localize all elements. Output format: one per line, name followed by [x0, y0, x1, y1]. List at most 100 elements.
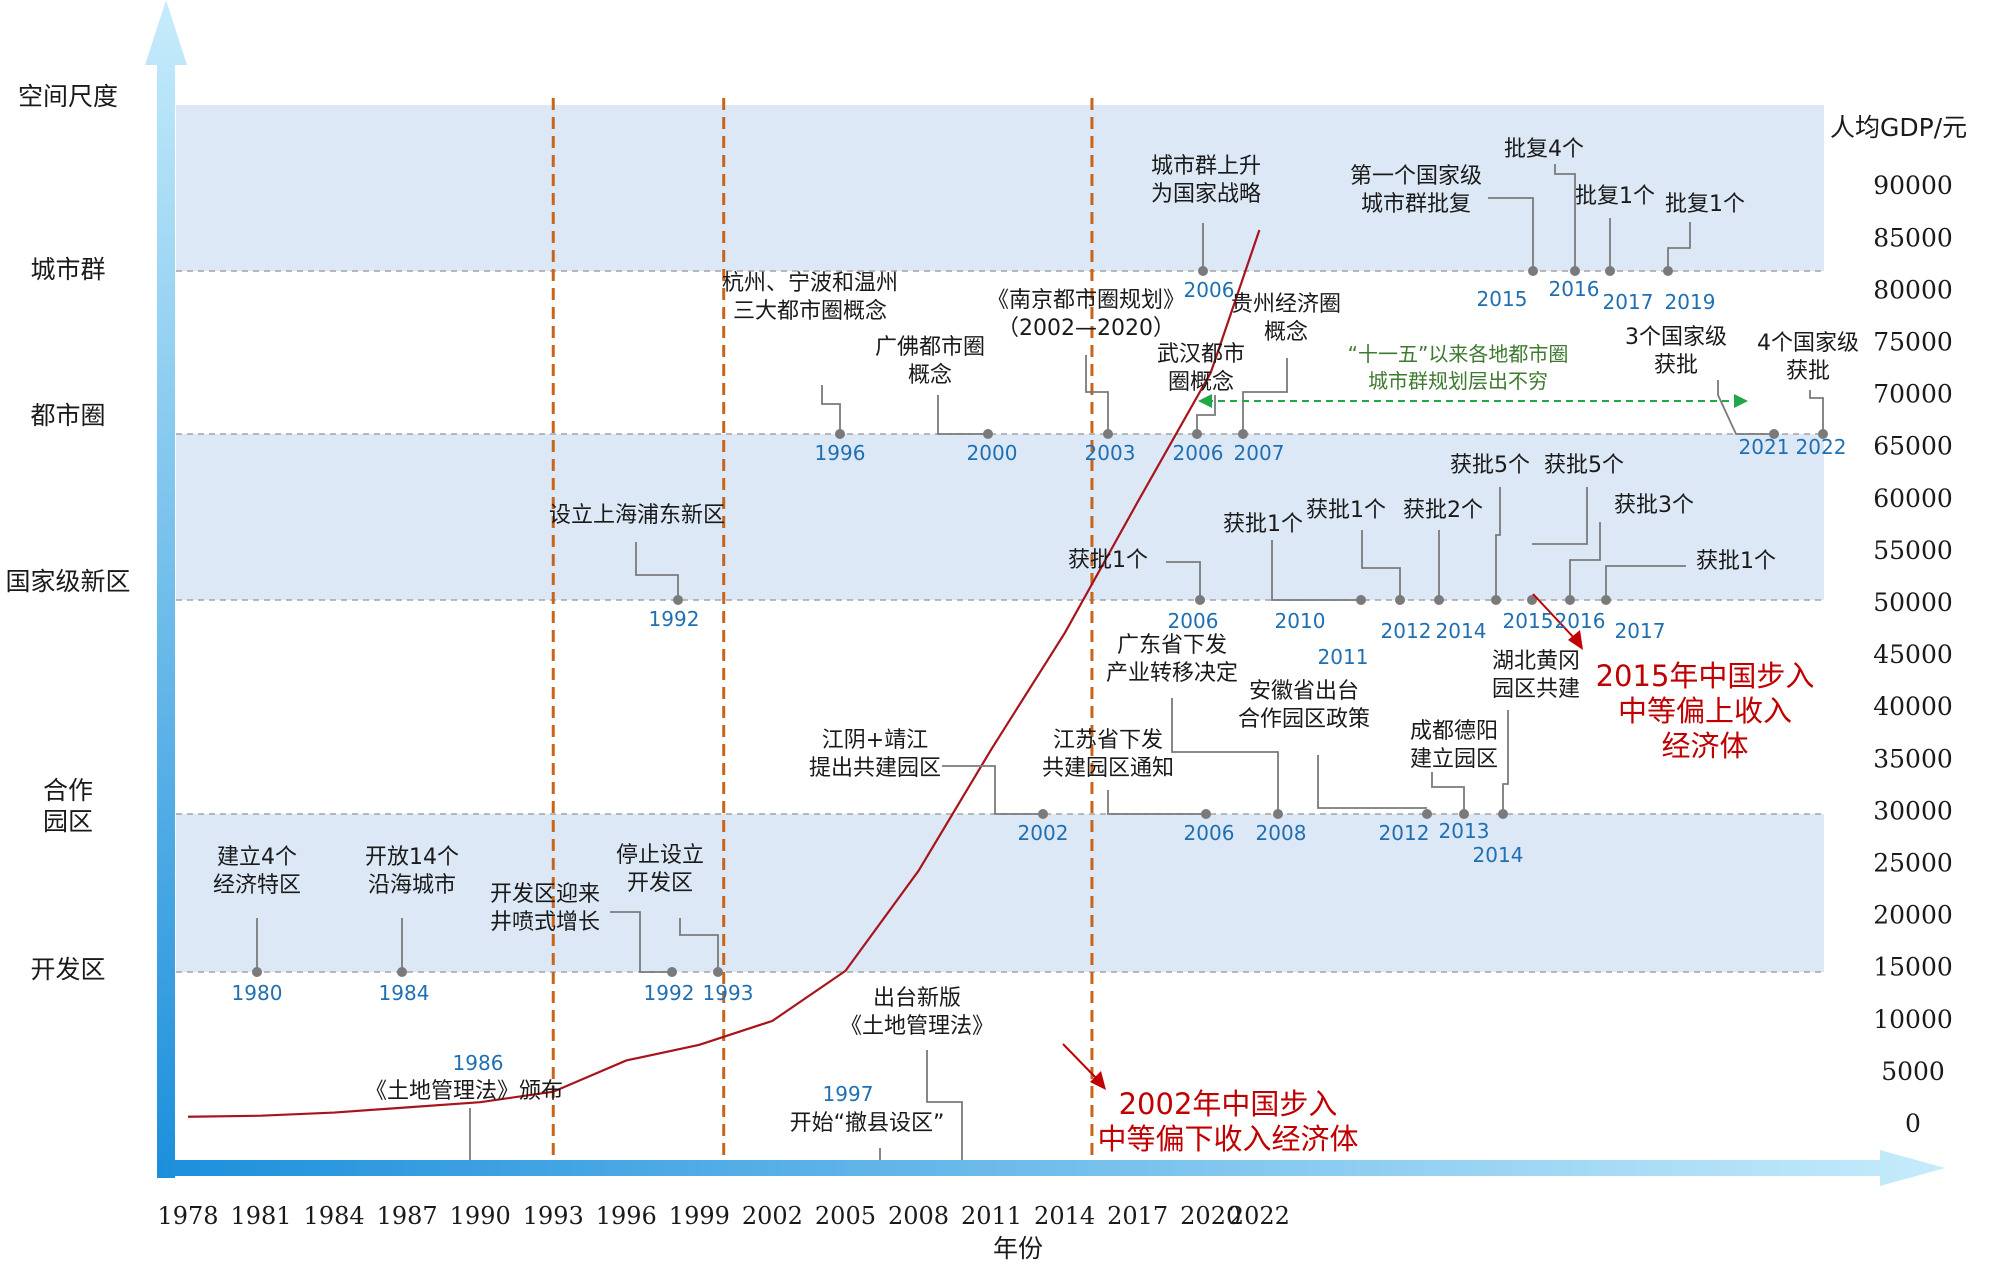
event-label-2-1: 井喷式增长 [490, 910, 600, 935]
event-connector-2 [610, 911, 672, 973]
gdp-series [187, 229, 1261, 1118]
event-marker-12 [1356, 595, 1366, 605]
event-connector-33 [926, 1050, 963, 1166]
event-label-27-1: 城市群批复 [1361, 192, 1471, 217]
event-label-2-0: 开发区迎来 [490, 882, 600, 907]
event-label-19-1: 三大都市圈概念 [733, 299, 887, 324]
event-year-14: 2012 [1381, 619, 1432, 643]
event-label-4-0: 江阴+靖江 [822, 728, 928, 753]
event-connector-7 [1317, 755, 1427, 809]
event-year-27: 2015 [1477, 287, 1528, 311]
event-label-22-0: 武汉都市 [1157, 342, 1245, 367]
event-year-13: 2011 [1318, 645, 1369, 669]
event-year-20: 2000 [967, 441, 1018, 465]
event-marker-30 [1663, 266, 1673, 276]
event-marker-24 [1769, 429, 1779, 439]
event-year-0: 1980 [232, 981, 283, 1005]
event-connector-17 [1569, 522, 1601, 600]
event-marker-19 [835, 429, 845, 439]
annotation-2002-1: 中等偏下收入经济体 [1097, 1122, 1358, 1156]
y-right-axis-title: 人均GDP/元 [1830, 113, 1967, 142]
event-label-26-0: 城市群上升 [1151, 154, 1261, 179]
event-connector-9 [1502, 710, 1509, 814]
event-connector-11 [1166, 561, 1201, 600]
red-arrow-2015-head [1568, 630, 1583, 650]
annotation-2015-2: 经济体 [1661, 729, 1748, 763]
event-connector-19 [821, 385, 841, 434]
event-label-6-0: 广东省下发 [1117, 633, 1227, 658]
event-marker-23 [1238, 429, 1248, 439]
y-tick-10000: 10000 [1873, 1005, 1953, 1034]
x-tick-2014: 2014 [1034, 1202, 1095, 1230]
annotation-green-1: 城市群规划层出不穷 [1368, 369, 1548, 393]
event-marker-0 [252, 967, 262, 977]
event-label-5-1: 共建园区通知 [1042, 756, 1174, 781]
event-label-20-1: 概念 [908, 363, 952, 388]
phase-dividers [551, 98, 1094, 1160]
event-marker-15 [1491, 595, 1501, 605]
x-tick-2020: 2020 [1180, 1202, 1241, 1230]
event-label-25-0: 4个国家级 [1757, 331, 1859, 356]
red-arrow-2002-line [1062, 1043, 1099, 1081]
annotation-2015-0: 2015年中国步入 [1596, 659, 1815, 693]
green-arrow-right [1734, 394, 1748, 408]
y-tick-25000: 25000 [1873, 849, 1953, 878]
y-tick-5000: 5000 [1881, 1057, 1945, 1086]
event-connector-10 [635, 542, 679, 600]
x-tick-2022: 2022 [1229, 1202, 1290, 1230]
event-marker-8 [1459, 809, 1469, 819]
event-label-9-1: 园区共建 [1492, 677, 1580, 702]
event-year-1: 1984 [379, 981, 430, 1005]
x-tick-1987: 1987 [377, 1202, 438, 1230]
y-tick-60000: 60000 [1873, 484, 1953, 513]
event-marker-6 [1273, 809, 1283, 819]
event-label-29-0: 批复1个 [1575, 184, 1655, 209]
event-marker-17 [1565, 595, 1575, 605]
event-year-24: 2021 [1739, 435, 1790, 459]
x-tick-1978: 1978 [157, 1202, 218, 1230]
x-tick-2005: 2005 [815, 1202, 876, 1230]
event-label-20-0: 广佛都市圈 [875, 335, 985, 360]
event-label-26-1: 为国家战略 [1151, 182, 1261, 207]
event-marker-13 [1395, 595, 1405, 605]
y-tick-45000: 45000 [1873, 640, 1953, 669]
level-band-0 [176, 105, 1824, 271]
event-year-5: 2006 [1184, 821, 1235, 845]
event-label-10-0: 设立上海浦东新区 [549, 503, 725, 528]
event-marker-28 [1570, 266, 1580, 276]
event-year-31: 1986 [453, 1051, 504, 1075]
event-label-8-0: 成都德阳 [1410, 719, 1498, 744]
event-label-16-0: 获批5个 [1544, 453, 1624, 478]
level-label-0: 开发区 [30, 955, 105, 984]
event-marker-5 [1201, 809, 1211, 819]
event-marker-29 [1605, 266, 1615, 276]
event-year-15: 2014 [1436, 619, 1487, 643]
event-marker-21 [1103, 429, 1113, 439]
event-label-30-0: 批复1个 [1665, 192, 1745, 217]
y-tick-85000: 85000 [1873, 223, 1953, 252]
y-tick-50000: 50000 [1873, 588, 1953, 617]
event-connector-27 [1488, 197, 1534, 271]
level-band-1 [176, 434, 1824, 600]
event-connector-16 [1532, 487, 1588, 545]
event-label-5-0: 江苏省下发 [1053, 728, 1163, 753]
y-tick-15000: 15000 [1873, 953, 1953, 982]
event-marker-27 [1528, 266, 1538, 276]
event-label-28-0: 批复4个 [1504, 137, 1584, 162]
x-tick-2011: 2011 [961, 1202, 1022, 1230]
level-label-1: 合作 [43, 776, 93, 805]
green-arrow-left [1198, 394, 1212, 408]
event-year-21: 2003 [1085, 441, 1136, 465]
y-tick-80000: 80000 [1873, 275, 1953, 304]
event-connector-24 [1717, 380, 1774, 435]
event-label-21-1: （2002—2020） [997, 316, 1175, 341]
event-marker-9 [1498, 809, 1508, 819]
event-label-19-0: 杭州、宁波和温州 [722, 271, 898, 296]
y-tick-30000: 30000 [1873, 796, 1953, 825]
event-year-9: 2014 [1473, 843, 1524, 867]
x-tick-2017: 2017 [1107, 1202, 1168, 1230]
event-year-30: 2019 [1665, 290, 1716, 314]
event-label-31-0: 《土地管理法》颁布 [365, 1079, 563, 1104]
event-marker-20 [983, 429, 993, 439]
